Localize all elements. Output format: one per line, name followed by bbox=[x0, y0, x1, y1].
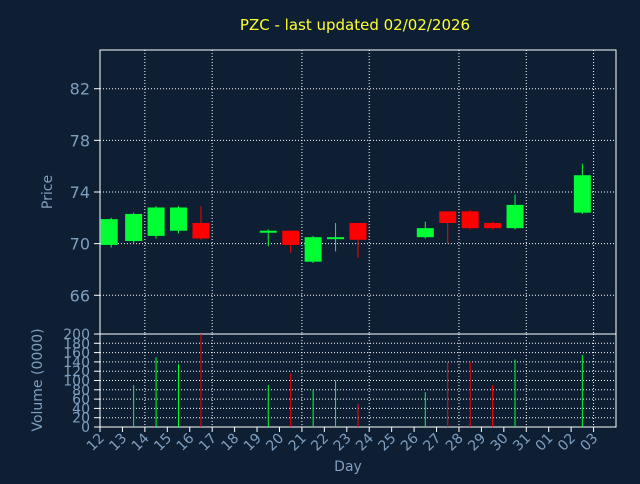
volume-ytick-label: 180 bbox=[63, 336, 90, 352]
x-tick-label: 19 bbox=[241, 431, 265, 455]
x-tick-label: 02 bbox=[555, 431, 579, 455]
volume-ytick-label: 60 bbox=[72, 392, 90, 408]
candle-body bbox=[484, 222, 502, 229]
volume-ytick-label: 100 bbox=[63, 374, 90, 390]
x-tick-label: 31 bbox=[510, 431, 534, 455]
x-axis-label: Day bbox=[334, 459, 362, 475]
candle-body bbox=[573, 175, 591, 213]
candle-body bbox=[282, 230, 300, 245]
x-tick-label: 13 bbox=[106, 431, 130, 455]
x-tick-label: 28 bbox=[443, 431, 467, 455]
candle-body bbox=[192, 222, 210, 239]
volume-axis-label: Volume (0000) bbox=[30, 328, 46, 431]
volume-ytick-label: 0 bbox=[81, 420, 90, 436]
chart-title: PZC - last updated 02/02/2026 bbox=[240, 16, 470, 34]
x-tick-label: 21 bbox=[286, 431, 310, 455]
x-tick-label: 26 bbox=[398, 430, 422, 454]
volume-ytick-label: 80 bbox=[72, 383, 90, 399]
x-tick-label: 20 bbox=[263, 431, 287, 455]
candle-body bbox=[170, 207, 188, 231]
volume-ytick-label: 160 bbox=[63, 346, 90, 362]
volume-ytick-label: 140 bbox=[63, 355, 90, 371]
x-tick-label: 01 bbox=[533, 431, 557, 455]
candle-body bbox=[259, 230, 277, 233]
x-tick-label: 27 bbox=[420, 431, 444, 455]
x-tick-label: 22 bbox=[308, 431, 332, 455]
candle-body bbox=[506, 204, 524, 229]
x-tick-label: 23 bbox=[331, 431, 355, 455]
x-tick-label: 25 bbox=[376, 431, 400, 455]
x-tick-label: 16 bbox=[174, 430, 198, 454]
volume-ytick-label: 120 bbox=[63, 364, 90, 380]
price-ytick-label: 66 bbox=[70, 286, 90, 305]
price-axis-label: Price bbox=[40, 175, 56, 209]
candle-body bbox=[100, 219, 118, 245]
price-ytick-label: 82 bbox=[70, 80, 90, 99]
x-tick-label: 24 bbox=[353, 430, 377, 454]
volume-ytick-label: 40 bbox=[72, 401, 90, 417]
candle-body bbox=[416, 228, 434, 238]
candle-body bbox=[327, 237, 345, 240]
x-tick-label: 30 bbox=[488, 431, 512, 455]
x-tick-label: 15 bbox=[151, 431, 175, 455]
x-tick-label: 14 bbox=[129, 430, 153, 454]
x-tick-label: 17 bbox=[196, 431, 220, 455]
x-tick-label: 03 bbox=[577, 431, 601, 455]
candle-body bbox=[125, 213, 143, 242]
price-ytick-label: 78 bbox=[70, 131, 90, 150]
candle-body bbox=[461, 211, 479, 229]
candle-body bbox=[349, 222, 367, 240]
price-ytick-label: 70 bbox=[70, 235, 90, 254]
volume-ytick-label: 200 bbox=[63, 327, 90, 343]
price-ytick-label: 74 bbox=[70, 183, 90, 202]
x-tick-label: 29 bbox=[465, 431, 489, 455]
volume-ytick-label: 20 bbox=[72, 411, 90, 427]
candle-body bbox=[439, 211, 457, 223]
x-tick-label: 18 bbox=[219, 431, 243, 455]
candle-body bbox=[304, 237, 322, 262]
candles-group bbox=[100, 163, 591, 263]
candle-body bbox=[147, 207, 165, 236]
